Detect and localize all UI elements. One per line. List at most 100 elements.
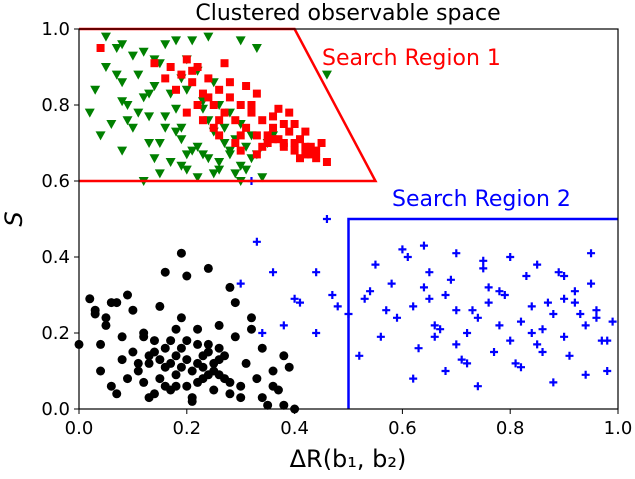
data-point [209,366,219,376]
data-point [246,324,256,334]
data-point [220,108,229,117]
data-point [182,271,192,281]
data-point [252,237,261,246]
data-point [165,158,176,167]
data-point [247,101,256,109]
data-point [425,294,434,303]
data-point [608,317,617,326]
data-point [295,135,304,144]
data-point [371,260,380,269]
y-tick-label: 0.4 [41,247,70,268]
data-point [176,123,187,133]
data-point [414,344,423,353]
data-point [322,215,331,223]
data-point [527,329,536,337]
data-point [95,131,106,141]
data-point [149,336,159,346]
data-point [322,158,331,166]
data-point [257,343,267,353]
data-point [204,74,213,83]
data-point [333,302,342,311]
data-point [565,351,574,360]
data-point [376,332,385,341]
data-point [215,131,224,140]
data-point [209,385,219,395]
data-points [74,32,617,414]
data-point [603,367,612,375]
data-point [236,146,245,155]
data-point [258,116,267,125]
data-point [252,374,262,384]
data-point [533,340,542,349]
data-point [269,123,278,132]
data-point [127,123,138,133]
data-point [236,393,246,403]
data-point [187,393,197,403]
data-point [290,146,299,155]
data-point [187,366,197,376]
data-point [214,320,224,330]
data-point [430,321,439,330]
data-point [193,324,203,334]
data-point [171,104,182,114]
data-point [176,248,186,258]
data-point [543,298,552,307]
data-point [171,127,182,137]
data-point [176,362,186,372]
data-point [188,66,197,75]
plot-frame [78,28,619,410]
series-square [96,44,331,166]
data-point [268,381,278,391]
data-point [160,343,170,353]
data-point [111,70,122,80]
data-point [252,131,261,140]
data-point [182,55,191,64]
data-point [252,89,261,98]
data-point [198,116,207,125]
data-point [106,120,117,129]
data-point [219,139,230,148]
data-point [473,313,482,322]
data-point [511,359,520,368]
data-point [268,366,278,376]
data-point [484,298,493,307]
data-point [279,351,289,361]
data-point [171,324,181,334]
data-point [387,279,396,288]
data-point [161,74,170,83]
data-point [581,370,590,379]
data-point [84,108,95,118]
data-point [96,44,105,52]
data-point [117,146,128,156]
data-point [382,306,391,315]
series-circle [74,248,300,414]
data-point [85,294,95,304]
data-point [100,63,111,72]
series-plus [236,177,617,391]
data-point [215,85,224,94]
data-point [592,306,601,315]
data-point [274,104,283,113]
data-point [419,241,428,250]
data-point [117,40,128,50]
data-point [258,329,267,337]
x-tick-label: 1.0 [604,418,633,439]
data-point [263,131,272,140]
data-point [112,389,122,399]
data-point [366,287,375,296]
data-point [203,263,213,273]
data-point [506,336,515,345]
data-point [187,36,198,46]
x-axis-label: ΔR(b₁, b₂) [290,445,407,473]
data-point [214,165,225,175]
data-point [463,329,472,337]
data-point [133,358,143,368]
data-point [154,169,165,179]
data-point [269,135,278,144]
y-axis: 0.0 0.2 0.4 0.6 0.8 1.0 [41,19,79,420]
data-point [193,63,202,71]
data-point [122,116,133,126]
data-point [209,101,218,109]
data-point [100,32,111,42]
data-point [284,362,294,372]
